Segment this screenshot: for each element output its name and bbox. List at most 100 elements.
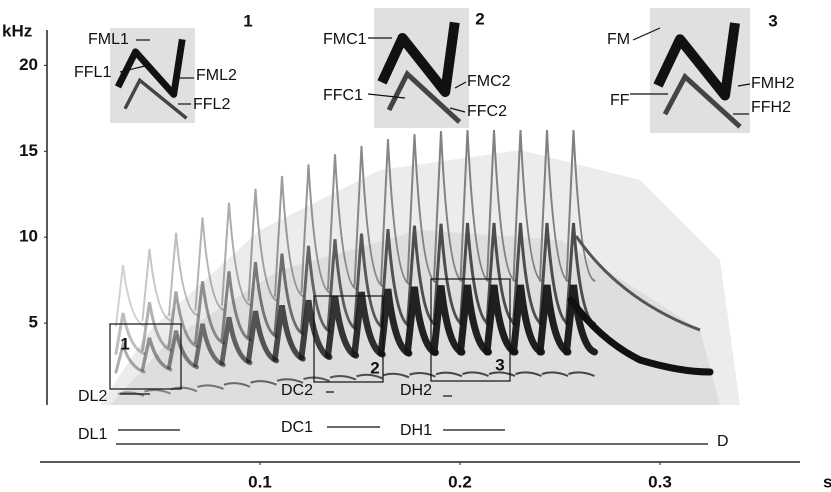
harmonic xyxy=(273,253,305,336)
fundamental xyxy=(250,380,277,386)
inset-trace xyxy=(653,22,740,101)
harmonic xyxy=(433,131,463,283)
harmonic xyxy=(247,261,278,339)
annotation-line xyxy=(737,83,751,87)
fundamental xyxy=(541,371,569,377)
annotation: D xyxy=(717,433,729,450)
annotation: DH1 xyxy=(400,422,432,439)
annotation: FFH2 xyxy=(751,99,791,116)
annotation-line xyxy=(367,93,406,99)
panel-number: 1 xyxy=(243,11,252,30)
harmonic xyxy=(114,312,146,355)
fundamental xyxy=(435,371,463,378)
harmonic xyxy=(353,233,384,329)
x-tick-label: 0.1 xyxy=(248,472,272,491)
inset-trace xyxy=(386,69,462,124)
panel-number: 2 xyxy=(475,9,484,28)
y-tick-label: 5 xyxy=(29,313,38,332)
harmonic xyxy=(141,248,172,322)
harmonic xyxy=(565,129,596,282)
fundamental xyxy=(488,371,516,377)
fundamental xyxy=(329,375,357,381)
harmonic xyxy=(220,271,252,342)
annotation-line xyxy=(449,107,466,113)
harmonic xyxy=(539,129,569,282)
spectrogram xyxy=(100,8,750,405)
fundamental xyxy=(409,372,436,378)
tail xyxy=(567,296,714,376)
harmonic xyxy=(247,188,278,302)
annotation: FM xyxy=(607,31,630,48)
annotation: FFC1 xyxy=(323,87,363,104)
annotation: DL1 xyxy=(78,426,107,443)
y-axis-label: kHz xyxy=(2,21,32,40)
harmonic xyxy=(379,228,411,328)
annotation: FFL1 xyxy=(74,64,111,81)
box-number: 2 xyxy=(370,358,379,377)
inset-trace xyxy=(662,72,742,129)
harmonic xyxy=(114,339,146,374)
y-tick-label: 10 xyxy=(19,227,38,246)
annotation: FFL2 xyxy=(193,96,230,113)
x-tick-label: 0.2 xyxy=(448,472,472,491)
box-number: 1 xyxy=(120,334,129,353)
box-number: 3 xyxy=(495,355,504,374)
harmonic xyxy=(326,239,358,331)
fundamental xyxy=(276,378,304,384)
fundamental xyxy=(197,384,224,390)
harmonic xyxy=(194,217,225,311)
fundamental xyxy=(223,382,251,388)
harmonic xyxy=(115,264,145,327)
harmonic xyxy=(380,139,410,285)
annotation: DH2 xyxy=(400,382,432,399)
harmonic xyxy=(563,284,598,356)
harmonic xyxy=(221,202,251,306)
inset-trace xyxy=(377,21,460,97)
fundamental xyxy=(382,372,410,379)
selection-box xyxy=(313,295,384,383)
annotation: FMC1 xyxy=(323,31,367,48)
harmonic xyxy=(274,175,304,298)
harmonic xyxy=(327,154,357,290)
harmonic xyxy=(141,301,172,352)
annotation-line xyxy=(119,65,146,73)
annotation: FML2 xyxy=(196,67,237,84)
selection-box xyxy=(430,278,511,382)
inset-trace xyxy=(123,77,188,120)
tail xyxy=(574,235,701,332)
harmonic xyxy=(512,222,543,325)
harmonic xyxy=(459,222,490,326)
overlay: kHz s 5 10 15 20 0.1 0.2 0.3 1 2 3 1 2 3 FML1 FFL1 FML2 FF… xyxy=(2,9,831,491)
x-axis-label: s xyxy=(823,472,831,491)
annotation: DC2 xyxy=(281,382,313,399)
annotation: FFC2 xyxy=(467,103,507,120)
harmonic xyxy=(538,222,570,325)
harmonic xyxy=(140,337,173,372)
fundamental xyxy=(515,371,542,377)
fundamental xyxy=(144,389,171,395)
fundamental xyxy=(303,376,330,383)
harmonic xyxy=(486,129,516,282)
fundamental xyxy=(462,371,489,377)
annotation: FML1 xyxy=(88,31,129,48)
fundamental xyxy=(356,373,383,380)
annotation: FF xyxy=(610,92,630,109)
y-tick-label: 15 xyxy=(19,141,38,160)
harmonic xyxy=(406,225,437,326)
harmonic xyxy=(300,164,331,294)
panel-number: 3 xyxy=(768,11,777,30)
selection-box xyxy=(109,323,182,390)
harmonic xyxy=(300,245,331,333)
harmonic xyxy=(353,145,384,288)
inset-trace xyxy=(114,38,186,98)
harmonic xyxy=(485,222,517,325)
annotation: FMC2 xyxy=(467,73,511,90)
harmonic xyxy=(167,291,199,348)
annotation: DL2 xyxy=(78,388,107,405)
annotation: DC1 xyxy=(281,419,313,436)
harmonic xyxy=(194,281,225,345)
annotation: FMH2 xyxy=(751,75,795,92)
annotation-line xyxy=(632,27,661,41)
harmonic xyxy=(168,232,198,317)
